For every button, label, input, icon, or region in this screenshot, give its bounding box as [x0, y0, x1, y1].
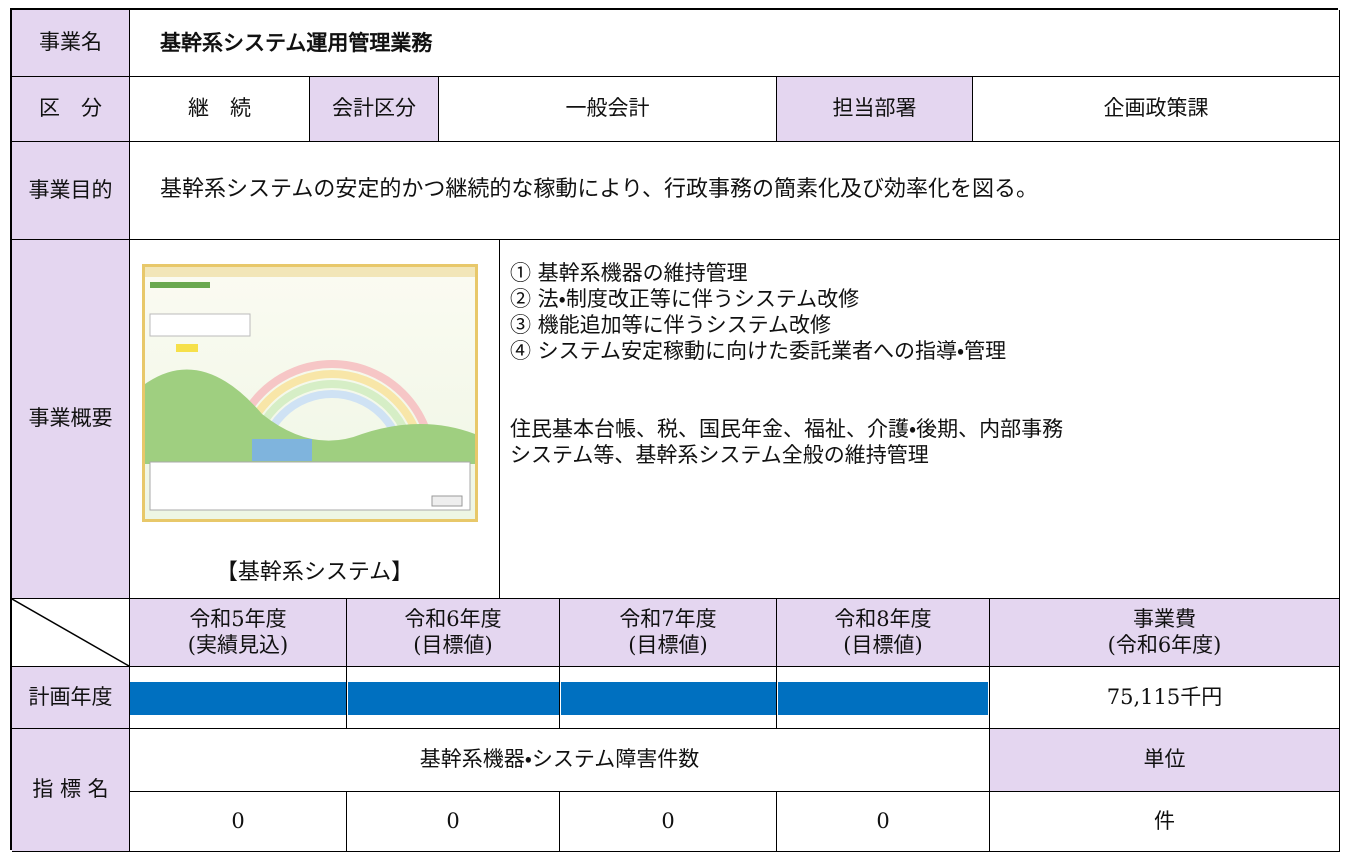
year: 令和7年度 [619, 607, 717, 632]
overview-list: ① 基幹系機器の維持管理 ② 法・制度改正等に伴うシステム改修 ③ 機能追加等に… [510, 260, 1063, 468]
label-cell: 計画年度 [12, 667, 130, 729]
cost-title: 事業費 [1133, 607, 1196, 632]
year-note: (実績見込) [187, 632, 289, 657]
cost-value: 75,115千円 [990, 667, 1340, 729]
cost-note: (令和6年度) [1107, 632, 1222, 657]
plan-cell [130, 667, 347, 729]
label-cell: 事業名 [12, 10, 130, 77]
project-sheet: 事業名 基幹系システム運用管理業務 区 分 継 続 会計区分 一般会計 担当部署… [10, 8, 1340, 852]
label-cell: 事業目的 [12, 142, 130, 240]
plan-cell [560, 667, 777, 729]
label-cell: 会計区分 [310, 77, 439, 142]
label-cell: 担当部署 [777, 77, 973, 142]
image-cell: 【基幹系システム】 [130, 240, 500, 599]
purpose-text: 基幹系システムの安定的かつ継続的な稼動により、行政事務の簡素化及び効率化を図る。 [130, 142, 1340, 240]
year-header: 令和5年度 (実績見込) [130, 599, 347, 667]
year: 令和5年度 [189, 607, 287, 632]
year-header: 令和6年度 (目標値) [347, 599, 560, 667]
plan-cell [777, 667, 990, 729]
category-value: 継 続 [130, 77, 310, 142]
account-value: 一般会計 [439, 77, 777, 142]
overview-item: ③ 機能追加等に伴うシステム改修 [510, 313, 832, 337]
screenshot-image [142, 264, 478, 522]
indicator-name: 基幹系機器・システム障害件数 [130, 729, 990, 792]
overview-item: ① 基幹系機器の維持管理 [510, 261, 748, 285]
year-note: (目標値) [413, 632, 493, 657]
label-cell: 指 標 名 [12, 729, 130, 852]
label-cell: 事業概要 [12, 240, 130, 599]
year-note: (目標値) [628, 632, 708, 657]
plan-bar [130, 682, 346, 715]
unit-value: 件 [990, 792, 1340, 852]
label-cell: 区 分 [12, 77, 130, 142]
overview-note: システム等、基幹系システム全般の維持管理 [510, 443, 929, 467]
plan-bar [561, 682, 776, 715]
overview-note: 住民基本台帳、税、国民年金、福祉、介護・後期、内部事務 [510, 417, 1064, 441]
overview-item: ② 法・制度改正等に伴うシステム改修 [510, 287, 860, 311]
plan-bar [348, 682, 559, 715]
diagonal [12, 599, 129, 666]
dept-value: 企画政策課 [973, 77, 1340, 142]
plan-cell [347, 667, 560, 729]
year-header: 令和7年度 (目標値) [560, 599, 777, 667]
year: 令和6年度 [404, 607, 502, 632]
plan-bar [778, 682, 988, 715]
year-note: (目標値) [843, 632, 923, 657]
project-name: 基幹系システム運用管理業務 [130, 10, 1340, 77]
indicator-value: 0 [777, 792, 990, 852]
indicator-value: 0 [130, 792, 347, 852]
diagonal-cell [12, 599, 130, 667]
indicator-value: 0 [347, 792, 560, 852]
unit-label: 単位 [990, 729, 1340, 792]
year: 令和8年度 [834, 607, 932, 632]
overview-item: ④ システム安定稼動に向けた委託業者への指導・管理 [510, 339, 1007, 363]
overview-text-cell: ① 基幹系機器の維持管理 ② 法・制度改正等に伴うシステム改修 ③ 機能追加等に… [500, 240, 1340, 599]
cost-header: 事業費 (令和6年度) [990, 599, 1340, 667]
indicator-value: 0 [560, 792, 777, 852]
image-caption: 【基幹系システム】 [215, 559, 414, 585]
year-header: 令和8年度 (目標値) [777, 599, 990, 667]
